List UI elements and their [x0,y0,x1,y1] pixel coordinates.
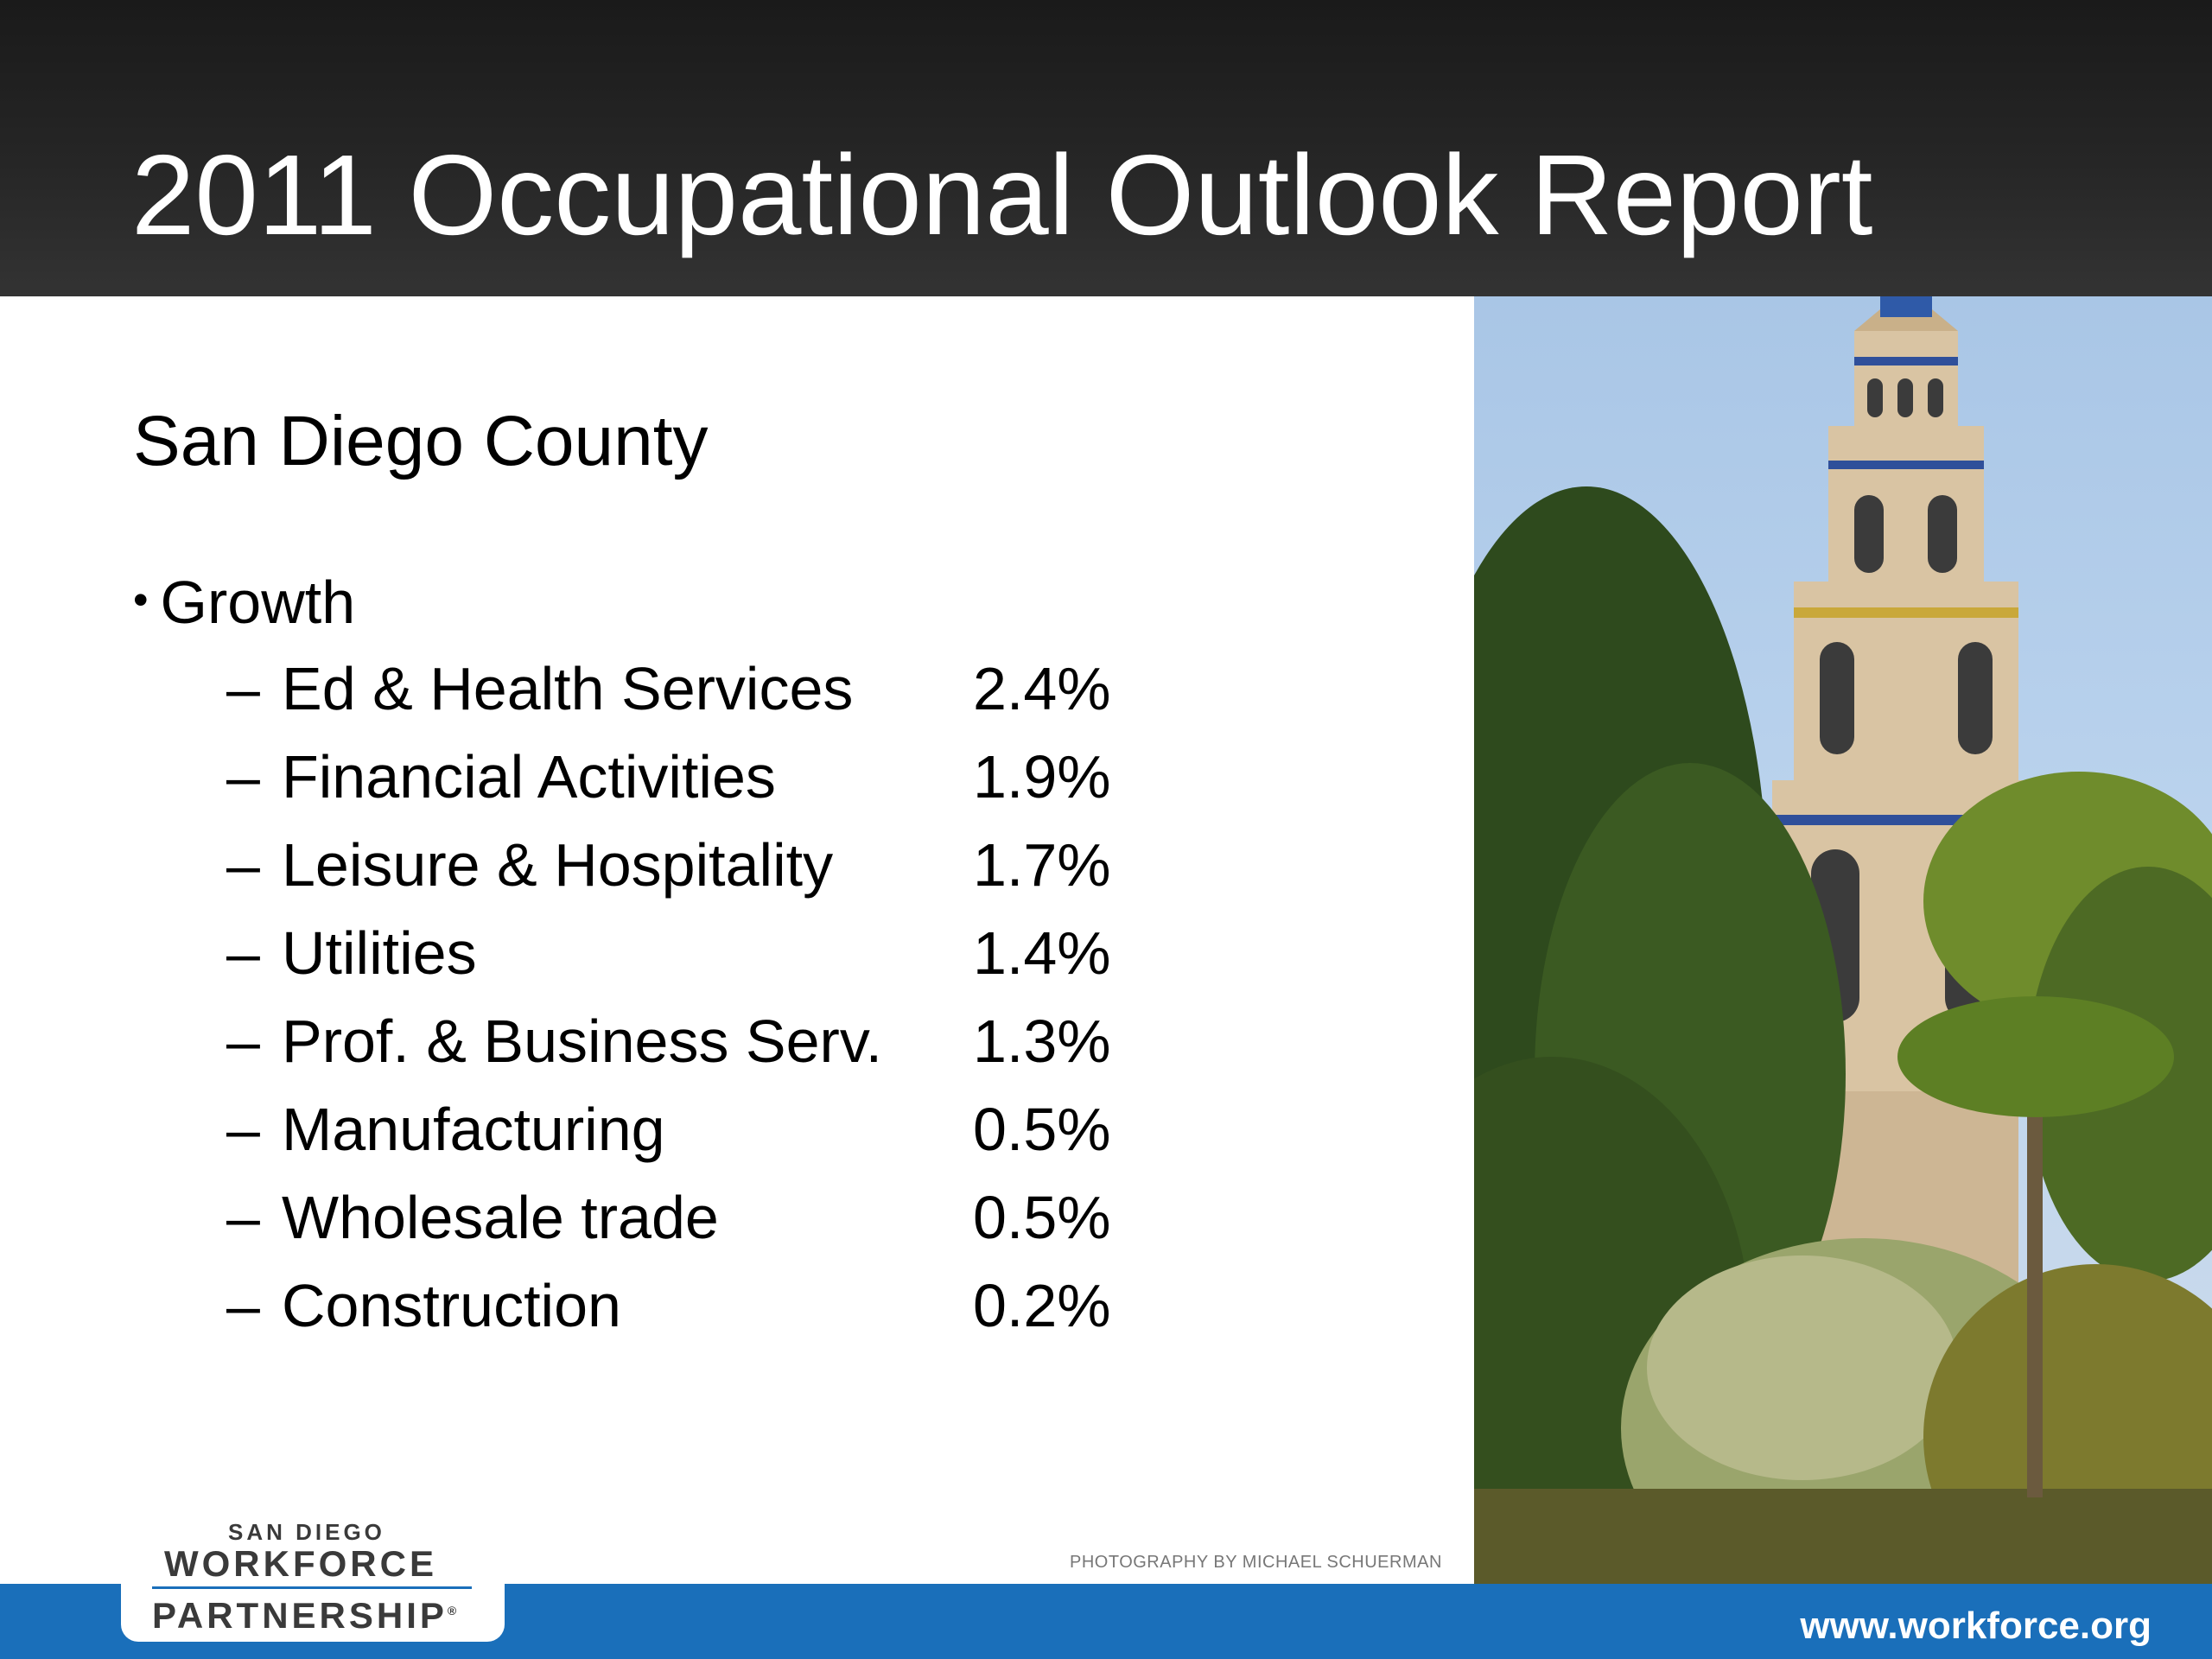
list-item: – Leisure & Hospitality 1.7% [226,835,1177,923]
list-dash: – [226,1272,260,1339]
list-item-label: Leisure & Hospitality [282,831,834,899]
list-item-value: 0.2% [973,1272,1111,1339]
list-item: – Construction 0.2% [226,1275,1177,1363]
list-item-value: 1.4% [973,919,1111,987]
photo-credit: PHOTOGRAPHY BY MICHAEL SCHUERMAN [1070,1553,1442,1572]
title-bar [0,0,2212,296]
list-dash: – [226,655,260,722]
list-item-value: 0.5% [973,1184,1111,1251]
list-item: – Utilities 1.4% [226,923,1177,1011]
list-dash: – [226,1184,260,1251]
list-item-label: Wholesale trade [282,1184,719,1251]
list-dash: – [226,1096,260,1163]
website-link[interactable]: www.workforce.org [1800,1605,2152,1647]
list-item: – Manufacturing 0.5% [226,1099,1177,1187]
growth-list: – Ed & Health Services 2.4% – Financial … [226,658,1177,1363]
list-item-label: Prof. & Business Serv. [282,1007,883,1075]
logo-panel [121,1512,505,1642]
bullet-dot: • [133,575,149,624]
list-dash: – [226,919,260,987]
tower-photo [1474,296,2212,1584]
list-item-value: 1.3% [973,1007,1111,1075]
bullet-label: Growth [160,569,356,636]
logo-line-3-text: PARTNERSHIP [152,1595,448,1636]
california-tower-illustration [1474,296,2212,1584]
list-item-label: Ed & Health Services [282,655,854,722]
list-item-label: Manufacturing [282,1096,665,1163]
list-item-value: 2.4% [973,655,1111,722]
logo-divider [152,1586,472,1589]
list-item-label: Financial Activities [282,743,776,810]
logo-line-3: PARTNERSHIP® [152,1595,456,1637]
list-dash: – [226,743,260,810]
logo-line-1: SAN DIEGO [228,1519,385,1545]
list-item-value: 0.5% [973,1096,1111,1163]
list-dash: – [226,831,260,899]
list-dash: – [226,1007,260,1075]
list-item-value: 1.9% [973,743,1111,810]
list-item: – Prof. & Business Serv. 1.3% [226,1011,1177,1099]
trees [1474,486,2212,1584]
trademark-symbol: ® [447,1604,457,1618]
list-item: – Wholesale trade 0.5% [226,1187,1177,1275]
list-item-value: 1.7% [973,831,1111,899]
bullet-growth: • Growth [133,572,355,632]
slide-subtitle: San Diego County [133,402,709,480]
logo-line-2: WORKFORCE [164,1543,437,1584]
list-item: – Financial Activities 1.9% [226,747,1177,835]
list-item-label: Utilities [282,919,477,987]
slide-title: 2011 Occupational Outlook Report [131,131,1873,258]
list-item: – Ed & Health Services 2.4% [226,658,1177,747]
list-item-label: Construction [282,1272,621,1339]
